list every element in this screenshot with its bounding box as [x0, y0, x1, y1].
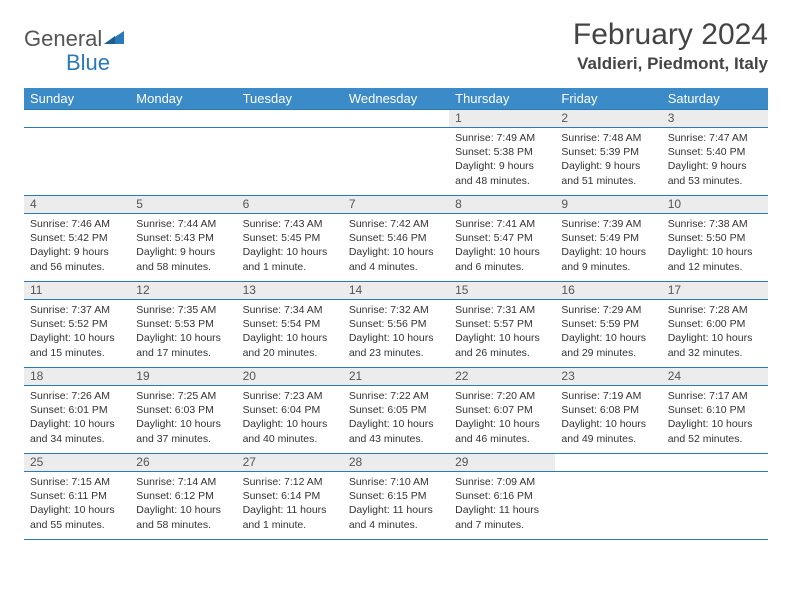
day-number-empty	[662, 454, 768, 472]
day-number: 5	[130, 196, 236, 214]
day-detail: Sunrise: 7:47 AMSunset: 5:40 PMDaylight:…	[662, 128, 768, 196]
day-detail: Sunrise: 7:31 AMSunset: 5:57 PMDaylight:…	[449, 300, 555, 368]
day-number: 26	[130, 454, 236, 472]
weekday-header: Monday	[130, 88, 236, 110]
day-detail-empty	[343, 128, 449, 196]
day-detail: Sunrise: 7:44 AMSunset: 5:43 PMDaylight:…	[130, 214, 236, 282]
day-number: 28	[343, 454, 449, 472]
weekday-header: Sunday	[24, 88, 130, 110]
day-detail: Sunrise: 7:17 AMSunset: 6:10 PMDaylight:…	[662, 386, 768, 454]
day-detail: Sunrise: 7:42 AMSunset: 5:46 PMDaylight:…	[343, 214, 449, 282]
weekday-header: Saturday	[662, 88, 768, 110]
day-number: 23	[555, 368, 661, 386]
day-detail-empty	[237, 128, 343, 196]
day-number: 27	[237, 454, 343, 472]
day-number: 18	[24, 368, 130, 386]
day-detail: Sunrise: 7:25 AMSunset: 6:03 PMDaylight:…	[130, 386, 236, 454]
day-number: 3	[662, 110, 768, 128]
day-detail: Sunrise: 7:43 AMSunset: 5:45 PMDaylight:…	[237, 214, 343, 282]
day-number: 8	[449, 196, 555, 214]
day-number: 16	[555, 282, 661, 300]
day-number-empty	[130, 110, 236, 128]
calendar-table: SundayMondayTuesdayWednesdayThursdayFrid…	[24, 88, 768, 540]
day-detail: Sunrise: 7:49 AMSunset: 5:38 PMDaylight:…	[449, 128, 555, 196]
month-title: February 2024	[573, 18, 768, 52]
day-number: 4	[24, 196, 130, 214]
day-detail: Sunrise: 7:48 AMSunset: 5:39 PMDaylight:…	[555, 128, 661, 196]
day-number: 15	[449, 282, 555, 300]
title-block: February 2024 Valdieri, Piedmont, Italy	[573, 18, 768, 74]
weekday-header: Wednesday	[343, 88, 449, 110]
day-number: 29	[449, 454, 555, 472]
logo: GeneralBlue	[24, 18, 154, 76]
day-number: 14	[343, 282, 449, 300]
day-detail: Sunrise: 7:26 AMSunset: 6:01 PMDaylight:…	[24, 386, 130, 454]
weekday-header: Thursday	[449, 88, 555, 110]
day-number: 24	[662, 368, 768, 386]
day-detail: Sunrise: 7:34 AMSunset: 5:54 PMDaylight:…	[237, 300, 343, 368]
weekday-header: Tuesday	[237, 88, 343, 110]
day-number-empty	[237, 110, 343, 128]
day-number: 9	[555, 196, 661, 214]
day-detail: Sunrise: 7:20 AMSunset: 6:07 PMDaylight:…	[449, 386, 555, 454]
day-detail: Sunrise: 7:15 AMSunset: 6:11 PMDaylight:…	[24, 472, 130, 540]
day-detail: Sunrise: 7:19 AMSunset: 6:08 PMDaylight:…	[555, 386, 661, 454]
day-detail-empty	[24, 128, 130, 196]
day-number-empty	[343, 110, 449, 128]
logo-text-blue: Blue	[66, 50, 110, 76]
day-detail: Sunrise: 7:29 AMSunset: 5:59 PMDaylight:…	[555, 300, 661, 368]
day-number: 10	[662, 196, 768, 214]
day-number-empty	[555, 454, 661, 472]
day-number: 11	[24, 282, 130, 300]
day-detail: Sunrise: 7:23 AMSunset: 6:04 PMDaylight:…	[237, 386, 343, 454]
day-detail-empty	[555, 472, 661, 540]
day-detail: Sunrise: 7:41 AMSunset: 5:47 PMDaylight:…	[449, 214, 555, 282]
day-number: 6	[237, 196, 343, 214]
day-detail: Sunrise: 7:35 AMSunset: 5:53 PMDaylight:…	[130, 300, 236, 368]
day-detail: Sunrise: 7:37 AMSunset: 5:52 PMDaylight:…	[24, 300, 130, 368]
header: GeneralBlue February 2024 Valdieri, Pied…	[24, 18, 768, 76]
calendar-body: 123Sunrise: 7:49 AMSunset: 5:38 PMDaylig…	[24, 110, 768, 540]
day-detail: Sunrise: 7:32 AMSunset: 5:56 PMDaylight:…	[343, 300, 449, 368]
day-detail: Sunrise: 7:38 AMSunset: 5:50 PMDaylight:…	[662, 214, 768, 282]
day-number: 19	[130, 368, 236, 386]
day-detail: Sunrise: 7:22 AMSunset: 6:05 PMDaylight:…	[343, 386, 449, 454]
day-number: 20	[237, 368, 343, 386]
day-detail-empty	[662, 472, 768, 540]
day-detail: Sunrise: 7:12 AMSunset: 6:14 PMDaylight:…	[237, 472, 343, 540]
day-detail: Sunrise: 7:39 AMSunset: 5:49 PMDaylight:…	[555, 214, 661, 282]
day-number: 22	[449, 368, 555, 386]
day-detail: Sunrise: 7:14 AMSunset: 6:12 PMDaylight:…	[130, 472, 236, 540]
day-detail: Sunrise: 7:46 AMSunset: 5:42 PMDaylight:…	[24, 214, 130, 282]
day-number: 13	[237, 282, 343, 300]
location: Valdieri, Piedmont, Italy	[573, 54, 768, 74]
day-detail: Sunrise: 7:10 AMSunset: 6:15 PMDaylight:…	[343, 472, 449, 540]
day-number: 7	[343, 196, 449, 214]
day-number: 21	[343, 368, 449, 386]
day-number: 2	[555, 110, 661, 128]
calendar-head: SundayMondayTuesdayWednesdayThursdayFrid…	[24, 88, 768, 110]
day-number: 25	[24, 454, 130, 472]
day-number-empty	[24, 110, 130, 128]
logo-triangle-icon	[104, 30, 126, 51]
day-number: 17	[662, 282, 768, 300]
day-detail-empty	[130, 128, 236, 196]
day-number: 12	[130, 282, 236, 300]
logo-text-general: General	[24, 26, 102, 52]
day-detail: Sunrise: 7:09 AMSunset: 6:16 PMDaylight:…	[449, 472, 555, 540]
weekday-header: Friday	[555, 88, 661, 110]
day-detail: Sunrise: 7:28 AMSunset: 6:00 PMDaylight:…	[662, 300, 768, 368]
day-number: 1	[449, 110, 555, 128]
